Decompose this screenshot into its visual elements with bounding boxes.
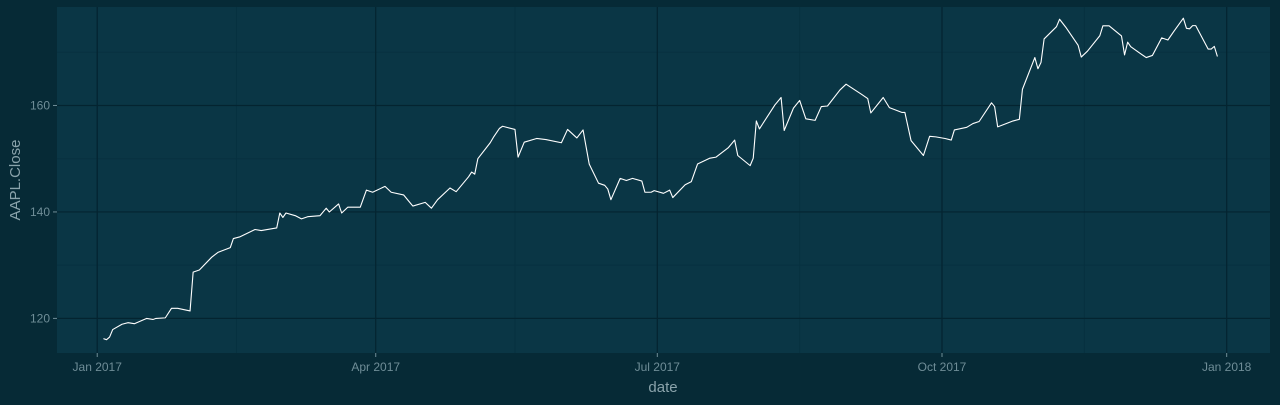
y-tick-label: 160 [30,98,50,112]
x-tick-label: Jan 2018 [1202,360,1252,374]
y-axis-ticks: 120 140 160 [30,98,57,325]
x-axis-ticks: Jan 2017 Apr 2017 Jul 2017 Oct 2017 Jan 2018 [73,353,1252,374]
series-layer [103,17,1218,341]
x-axis-title: date [648,379,677,396]
x-tick-label: Apr 2017 [351,360,400,374]
minor-gridlines [57,7,1270,353]
series-line [103,17,1218,341]
x-tick-label: Jan 2017 [73,360,123,374]
x-tick-label: Jul 2017 [635,360,681,374]
y-axis-title: AAPL.Close [7,140,24,221]
x-tick-label: Oct 2017 [918,360,967,374]
y-tick-label: 140 [30,205,50,219]
plot-panel [57,7,1270,353]
y-tick-label: 120 [30,311,50,325]
major-gridlines [57,7,1270,353]
